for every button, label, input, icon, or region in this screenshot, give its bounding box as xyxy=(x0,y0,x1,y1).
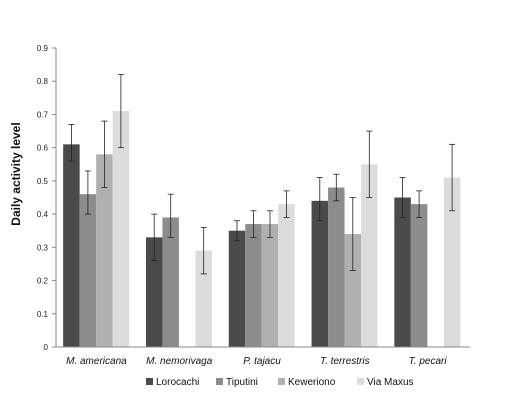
y-tick-label: 0.8 xyxy=(37,77,49,86)
legend-swatch xyxy=(357,378,364,385)
bar-via-maxus xyxy=(361,164,378,347)
y-tick-label: 0.9 xyxy=(37,44,49,53)
y-tick-label: 0.1 xyxy=(37,310,49,319)
bar-lorocachi xyxy=(63,144,80,347)
bar-via-maxus xyxy=(112,111,130,347)
y-tick-label: 0 xyxy=(44,343,49,352)
y-tick-label: 0.2 xyxy=(37,277,49,286)
error-bars xyxy=(68,74,456,275)
y-tick-label: 0.5 xyxy=(37,177,49,186)
bar-lorocachi xyxy=(228,230,246,347)
x-tick-label: P. tajacu xyxy=(243,356,281,367)
bar-tiputini xyxy=(245,224,262,347)
legend-label: Keweriono xyxy=(288,377,336,388)
y-axis-label: Daily activity level xyxy=(9,122,23,225)
y-axis-ticks: 0 0.1 0.2 0.3 0.4 0.5 0.6 0.7 0.8 0.9 xyxy=(37,44,56,352)
bar-via-maxus xyxy=(278,204,295,347)
y-tick-label: 0.6 xyxy=(37,144,49,153)
legend-label: Lorocachi xyxy=(156,377,199,388)
legend-label: Tiputini xyxy=(226,377,258,388)
legend-swatch xyxy=(216,378,223,385)
legend-label: Via Maxus xyxy=(367,377,414,388)
y-tick-label: 0.7 xyxy=(37,110,49,119)
x-axis-labels: M. americana M. nemorivaga P. tajacu T. ter… xyxy=(66,356,447,367)
bar-keweriono xyxy=(261,224,279,347)
y-tick-label: 0.4 xyxy=(37,210,49,219)
x-tick-label: M. americana xyxy=(66,356,127,367)
bar-lorocachi xyxy=(394,197,411,347)
bars xyxy=(63,111,461,347)
bar-tiputini xyxy=(79,194,97,347)
bar-keweriono xyxy=(96,154,113,347)
bar-via-maxus xyxy=(443,177,461,347)
bar-tiputini xyxy=(162,217,179,347)
bar-lorocachi xyxy=(145,237,163,347)
bar-keweriono xyxy=(344,234,362,347)
legend: Lorocachi Tiputini Keweriono Via Maxus xyxy=(146,377,414,388)
legend-swatch xyxy=(278,378,285,385)
x-tick-label: T. terrestris xyxy=(320,356,370,367)
bar-lorocachi xyxy=(311,200,329,347)
y-tick-label: 0.3 xyxy=(37,243,49,252)
legend-swatch xyxy=(146,378,153,385)
bar-tiputini xyxy=(328,187,345,347)
bar-tiputini xyxy=(410,204,428,347)
bar-via-maxus xyxy=(195,250,212,347)
x-tick-label: M. nemorivaga xyxy=(146,356,213,367)
x-tick-label: T. pecari xyxy=(409,356,448,367)
